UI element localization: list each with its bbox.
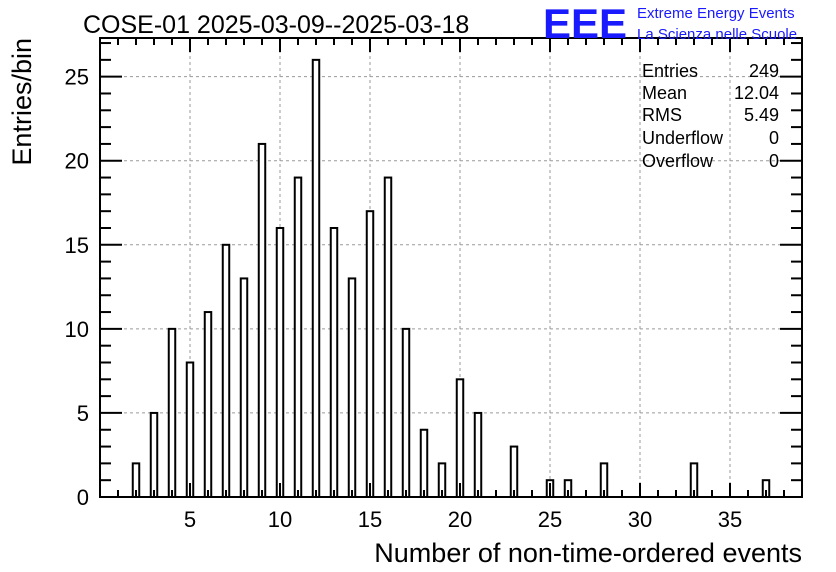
eee-logo-mark-text: EEE bbox=[543, 0, 627, 47]
stats-value: 249 bbox=[749, 61, 779, 81]
histogram-bar bbox=[419, 428, 429, 498]
stats-value: 0 bbox=[769, 128, 779, 148]
axes bbox=[99, 37, 803, 498]
y-tick-label: 25 bbox=[65, 65, 89, 90]
stats-label: Mean bbox=[642, 83, 687, 103]
histogram-bar bbox=[257, 142, 267, 499]
stats-value: 5.49 bbox=[744, 105, 779, 125]
histogram-bar bbox=[473, 411, 483, 498]
x-tick-label: 15 bbox=[358, 507, 382, 532]
stats-value: 0 bbox=[769, 151, 779, 171]
histogram-bar bbox=[185, 361, 195, 498]
stats-box: Entries 249 Mean 12.04 RMS 5.49 Underflow 0 Over… bbox=[642, 61, 779, 171]
histogram-bar bbox=[275, 226, 285, 498]
tick-labels: 5 10 15 20 25 30 35 0 5 10 15 20 25 bbox=[65, 65, 743, 532]
histogram-bar bbox=[509, 445, 519, 498]
x-tick-label: 20 bbox=[448, 507, 472, 532]
histogram-bar bbox=[311, 58, 321, 498]
y-tick-label: 10 bbox=[65, 317, 89, 342]
stats-label: Underflow bbox=[642, 128, 724, 148]
x-tick-label: 25 bbox=[538, 507, 562, 532]
histogram-bar bbox=[203, 311, 213, 498]
histogram-bar bbox=[329, 226, 339, 498]
logo-line-2: La Scienza nelle Scuole bbox=[637, 26, 797, 43]
x-axis-title: Number of non-time-ordered events bbox=[374, 538, 802, 568]
histogram-bar bbox=[383, 176, 393, 499]
histogram-bar bbox=[455, 378, 465, 498]
y-tick-label: 5 bbox=[77, 401, 89, 426]
stats-label: Entries bbox=[642, 61, 698, 81]
y-axis-title: Entries/bin bbox=[7, 38, 37, 166]
histogram-bar bbox=[221, 243, 231, 498]
axis-ticks bbox=[100, 38, 802, 497]
y-tick-label: 0 bbox=[77, 485, 89, 510]
plot-frame bbox=[99, 37, 803, 498]
y-tick-label: 20 bbox=[65, 149, 89, 174]
stats-label: Overflow bbox=[642, 151, 714, 171]
x-tick-label: 30 bbox=[628, 507, 652, 532]
eee-logo-mark: EEE bbox=[543, 0, 627, 47]
y-tick-label: 15 bbox=[65, 233, 89, 258]
eee-logo: EEE Extreme Energy Events La Scienza nel… bbox=[543, 0, 797, 47]
x-tick-label: 5 bbox=[184, 507, 196, 532]
chart-title: COSE-01 2025-03-09--2025-03-18 bbox=[83, 11, 469, 39]
histogram-bar bbox=[365, 210, 375, 499]
stats-value: 12.04 bbox=[734, 83, 779, 103]
histogram-bar bbox=[149, 411, 159, 498]
histogram-bar bbox=[347, 277, 357, 498]
histogram-bar bbox=[293, 176, 303, 499]
stats-label: RMS bbox=[642, 105, 682, 125]
histogram-bar bbox=[239, 277, 249, 498]
x-tick-label: 10 bbox=[268, 507, 292, 532]
logo-line-1: Extreme Energy Events bbox=[637, 5, 795, 22]
x-tick-label: 35 bbox=[718, 507, 742, 532]
histogram-bar bbox=[401, 327, 411, 498]
histogram-bar bbox=[167, 327, 177, 498]
